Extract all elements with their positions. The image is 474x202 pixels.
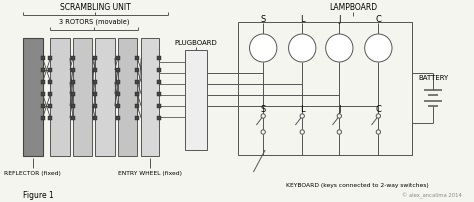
Bar — [48, 116, 53, 120]
Circle shape — [261, 114, 265, 118]
Bar — [71, 56, 75, 60]
Bar — [116, 92, 120, 96]
Bar — [73, 38, 92, 156]
Bar — [93, 92, 97, 96]
Bar — [23, 38, 43, 156]
Bar — [71, 116, 75, 120]
Bar — [116, 56, 120, 60]
Bar — [157, 104, 161, 108]
Circle shape — [326, 34, 353, 62]
Text: C: C — [375, 16, 381, 24]
Bar — [118, 38, 137, 156]
Bar — [157, 80, 161, 84]
Text: 3 ROTORS (movable): 3 ROTORS (movable) — [59, 19, 129, 25]
Circle shape — [337, 114, 341, 118]
Text: ENTRY WHEEL (fixed): ENTRY WHEEL (fixed) — [118, 170, 182, 176]
Circle shape — [300, 114, 304, 118]
Bar — [157, 116, 161, 120]
Bar — [71, 92, 75, 96]
Bar — [93, 68, 97, 72]
Bar — [71, 68, 75, 72]
Text: S: S — [261, 104, 266, 114]
Bar — [50, 38, 70, 156]
Bar — [48, 104, 53, 108]
Text: LAMPBOARD: LAMPBOARD — [329, 3, 377, 13]
Bar — [238, 22, 411, 155]
Text: J: J — [338, 104, 340, 114]
Text: S: S — [261, 16, 266, 24]
Bar — [136, 104, 139, 108]
Bar — [136, 92, 139, 96]
Text: C: C — [375, 104, 381, 114]
Text: L: L — [300, 16, 304, 24]
Bar — [157, 92, 161, 96]
Bar — [136, 56, 139, 60]
Bar — [116, 104, 120, 108]
Bar — [71, 80, 75, 84]
Bar — [136, 68, 139, 72]
Circle shape — [376, 114, 381, 118]
Bar — [95, 38, 115, 156]
Bar — [93, 80, 97, 84]
Text: © alex_ancalima 2014: © alex_ancalima 2014 — [402, 193, 462, 199]
Circle shape — [300, 130, 304, 134]
Bar — [41, 92, 45, 96]
Circle shape — [289, 34, 316, 62]
Bar — [116, 68, 120, 72]
Bar — [48, 80, 53, 84]
Bar — [41, 116, 45, 120]
Bar — [41, 104, 45, 108]
Bar — [93, 104, 97, 108]
Circle shape — [365, 34, 392, 62]
Bar — [71, 104, 75, 108]
Bar — [116, 116, 120, 120]
Bar — [48, 56, 53, 60]
Text: L: L — [300, 104, 304, 114]
Text: PLUGBOARD: PLUGBOARD — [174, 40, 217, 46]
Circle shape — [376, 130, 381, 134]
Circle shape — [249, 34, 277, 62]
Bar — [93, 116, 97, 120]
Text: SCRAMBLING UNIT: SCRAMBLING UNIT — [60, 2, 131, 12]
Circle shape — [337, 130, 341, 134]
Text: REFLECTOR (fixed): REFLECTOR (fixed) — [4, 170, 61, 176]
Bar — [48, 68, 53, 72]
Bar — [136, 80, 139, 84]
Bar — [41, 80, 45, 84]
Bar — [141, 38, 159, 156]
Text: BATTERY: BATTERY — [418, 75, 448, 81]
Bar — [136, 116, 139, 120]
Bar — [93, 56, 97, 60]
Bar — [41, 56, 45, 60]
Text: KEYBOARD (keys connected to 2-way switches): KEYBOARD (keys connected to 2-way switch… — [286, 182, 429, 187]
Bar — [116, 80, 120, 84]
Text: J: J — [338, 16, 340, 24]
Bar — [185, 50, 207, 150]
Bar — [157, 56, 161, 60]
Bar — [41, 68, 45, 72]
Bar — [48, 92, 53, 96]
Text: Figure 1: Figure 1 — [23, 190, 54, 200]
Bar — [157, 68, 161, 72]
Circle shape — [261, 130, 265, 134]
